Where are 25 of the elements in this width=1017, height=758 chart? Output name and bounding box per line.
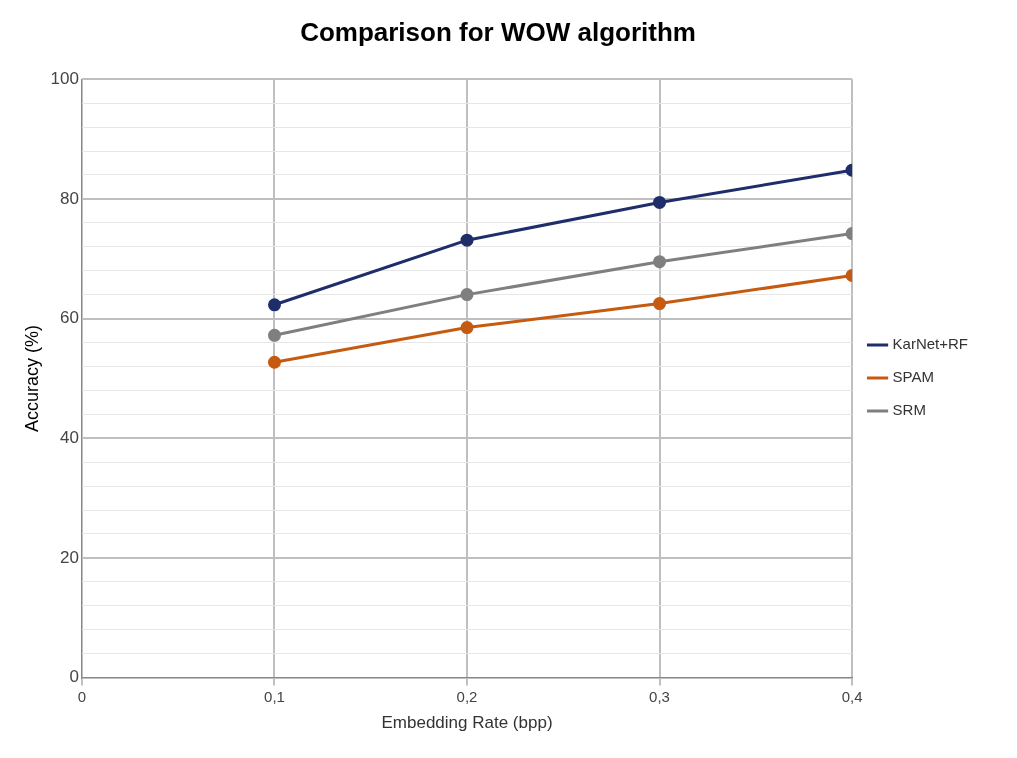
- y-tick-label: 20: [60, 547, 79, 567]
- point: [460, 233, 474, 247]
- legend-label: SRM: [892, 401, 926, 419]
- chart-title: Comparison for WOW algorithm: [300, 16, 696, 47]
- x-tick-label: 0,1: [264, 687, 285, 705]
- point: [460, 288, 474, 302]
- point: [267, 328, 281, 342]
- point: [267, 355, 281, 369]
- point: [653, 195, 667, 209]
- legend-label: SPAM: [892, 368, 934, 386]
- x-tick-label: 0,4: [841, 687, 863, 705]
- x-tick-label: 0,2: [456, 687, 478, 705]
- x-tick-label: 0,3: [649, 687, 670, 705]
- point: [653, 297, 667, 311]
- y-tick-label: 60: [60, 308, 79, 328]
- point: [460, 321, 474, 335]
- point: [653, 255, 667, 269]
- y-tick-label: 100: [50, 68, 79, 88]
- point: [267, 298, 281, 312]
- y-tick-label: 0: [69, 667, 79, 687]
- legend-label: KarNet+RF: [892, 335, 969, 353]
- y-tick-label: 40: [60, 427, 79, 447]
- x-axis-title: Embedding Rate (bpp): [381, 713, 553, 733]
- y-tick-label: 80: [60, 188, 79, 208]
- y-axis-title: Accuracy (%): [21, 324, 42, 432]
